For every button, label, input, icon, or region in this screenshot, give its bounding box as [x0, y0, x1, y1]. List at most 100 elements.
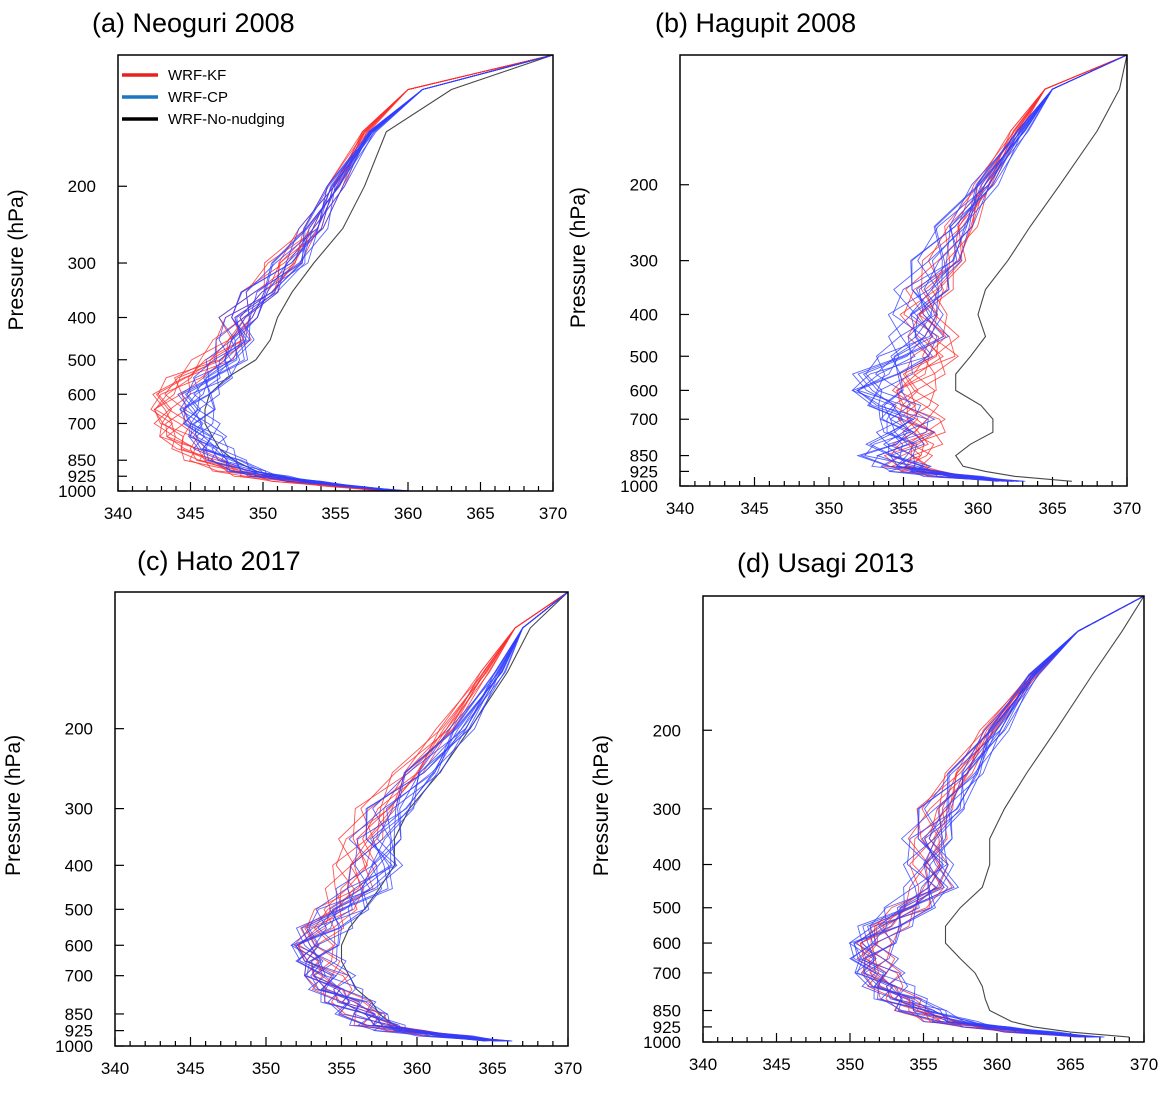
plot-frame [702, 595, 1145, 1043]
series-line-cp [306, 591, 569, 1042]
series-line-cp [854, 595, 1145, 1038]
x-tick-label: 350 [815, 499, 843, 518]
y-tick-label: 500 [653, 899, 681, 918]
x-tick-label: 355 [889, 499, 917, 518]
series-line-cp [179, 54, 554, 492]
y-tick-label: 400 [630, 305, 658, 324]
legend-label: WRF-KF [168, 67, 226, 84]
chart-panel-2: (b) Hagupit 2008 Pressure (hPa) 340 345 350 3… [567, 8, 1141, 518]
series-line-cp [862, 54, 1128, 482]
y-tick-label: 600 [630, 381, 658, 400]
x-tick-label: 365 [466, 504, 494, 523]
series-line-kf [868, 595, 1145, 1038]
series-line-cp [854, 595, 1145, 1038]
series-line-cp [296, 591, 569, 1042]
series-line-cp [868, 54, 1128, 482]
chart-panel-4: (d) Usagi 2013 Pressure (hPa) 340 345 350 355… [590, 548, 1158, 1074]
x-tick-label: 355 [909, 1055, 937, 1074]
chart-title: (b) Hagupit 2008 [655, 8, 856, 38]
x-tick-label: 365 [1056, 1055, 1084, 1074]
y-tick-label: 700 [65, 967, 93, 986]
series-line-cp [849, 595, 1145, 1038]
series-line-cp [867, 595, 1145, 1038]
legend-label: WRF-No-nudging [168, 111, 285, 128]
x-tick-label: 350 [249, 504, 277, 523]
series-line-cp [863, 595, 1145, 1038]
series-line-kf [889, 54, 1128, 482]
series-line-no-nudging [954, 54, 1128, 482]
x-tick-label: 365 [478, 1059, 506, 1078]
y-tick-label: 300 [630, 252, 658, 271]
x-tick-label: 340 [104, 504, 132, 523]
x-tick-label: 360 [394, 504, 422, 523]
plot-frame [679, 54, 1128, 487]
series-line-kf [869, 595, 1145, 1038]
series-line-cp [856, 54, 1128, 482]
y-tick-label: 1000 [58, 482, 96, 501]
y-tick-label: 300 [653, 800, 681, 819]
chart-panel-1: (a) Neoguri 2008 Pressure (hPa) 340 345 350 3… [5, 8, 567, 523]
x-tick-label: 365 [1038, 499, 1066, 518]
series-line-kf [897, 54, 1128, 482]
series-line-cp [856, 595, 1145, 1038]
series-line-kf [297, 591, 569, 1042]
x-tick-label: 370 [1130, 1055, 1158, 1074]
y-tick-label: 700 [630, 410, 658, 429]
y-tick-label: 700 [653, 964, 681, 983]
y-tick-label: 200 [630, 176, 658, 195]
y-tick-label: 925 [68, 467, 96, 486]
y-tick-label: 300 [65, 800, 93, 819]
legend-label: WRF-CP [168, 89, 228, 106]
series-line-kf [897, 54, 1128, 482]
series-line-cp [301, 591, 569, 1042]
y-tick-label: 200 [653, 721, 681, 740]
series-line-no-nudging [944, 595, 1145, 1038]
x-tick-label: 345 [740, 499, 768, 518]
y-tick-label: 200 [65, 720, 93, 739]
x-tick-label: 370 [554, 1059, 582, 1078]
plot-frame [117, 54, 554, 492]
y-tick-label: 850 [630, 447, 658, 466]
series-line-cp [851, 54, 1128, 482]
series-line-kf [862, 595, 1145, 1038]
x-tick-label: 370 [539, 504, 567, 523]
y-tick-label: 600 [653, 934, 681, 953]
y-tick-label: 1000 [643, 1033, 681, 1052]
series-line-cp [183, 54, 554, 492]
x-tick-label: 340 [101, 1059, 129, 1078]
series-line-cp [864, 595, 1145, 1038]
y-tick-label: 1000 [620, 477, 658, 496]
y-tick-label: 850 [68, 451, 96, 470]
series-line-cp [290, 591, 569, 1042]
y-tick-label: 850 [653, 1002, 681, 1021]
y-tick-label: 200 [68, 177, 96, 196]
series-line-cp [177, 54, 554, 492]
y-tick-label: 925 [630, 462, 658, 481]
series-line-kf [310, 591, 569, 1042]
series-line-cp [295, 591, 569, 1042]
x-tick-label: 370 [1113, 499, 1141, 518]
series-line-cp [857, 595, 1145, 1038]
x-tick-label: 350 [836, 1055, 864, 1074]
series-line-kf [873, 595, 1145, 1038]
y-tick-label: 850 [65, 1005, 93, 1024]
series-line-no-nudging [340, 591, 569, 1042]
chart-title: (a) Neoguri 2008 [92, 8, 295, 38]
x-tick-label: 355 [327, 1059, 355, 1078]
y-tick-label: 925 [65, 1022, 93, 1041]
y-tick-label: 700 [68, 414, 96, 433]
y-tick-label: 600 [65, 936, 93, 955]
x-tick-label: 360 [983, 1055, 1011, 1074]
series-line-cp [295, 591, 569, 1042]
series-line-cp [311, 591, 569, 1042]
y-axis-label: Pressure (hPa) [567, 187, 590, 328]
y-tick-label: 1000 [55, 1037, 93, 1056]
series-line-cp [865, 54, 1128, 482]
series-line-kf [862, 595, 1145, 1038]
y-tick-label: 400 [68, 308, 96, 327]
series-line-kf [304, 591, 569, 1042]
x-tick-label: 355 [321, 504, 349, 523]
x-tick-label: 340 [666, 499, 694, 518]
y-tick-label: 400 [653, 856, 681, 875]
